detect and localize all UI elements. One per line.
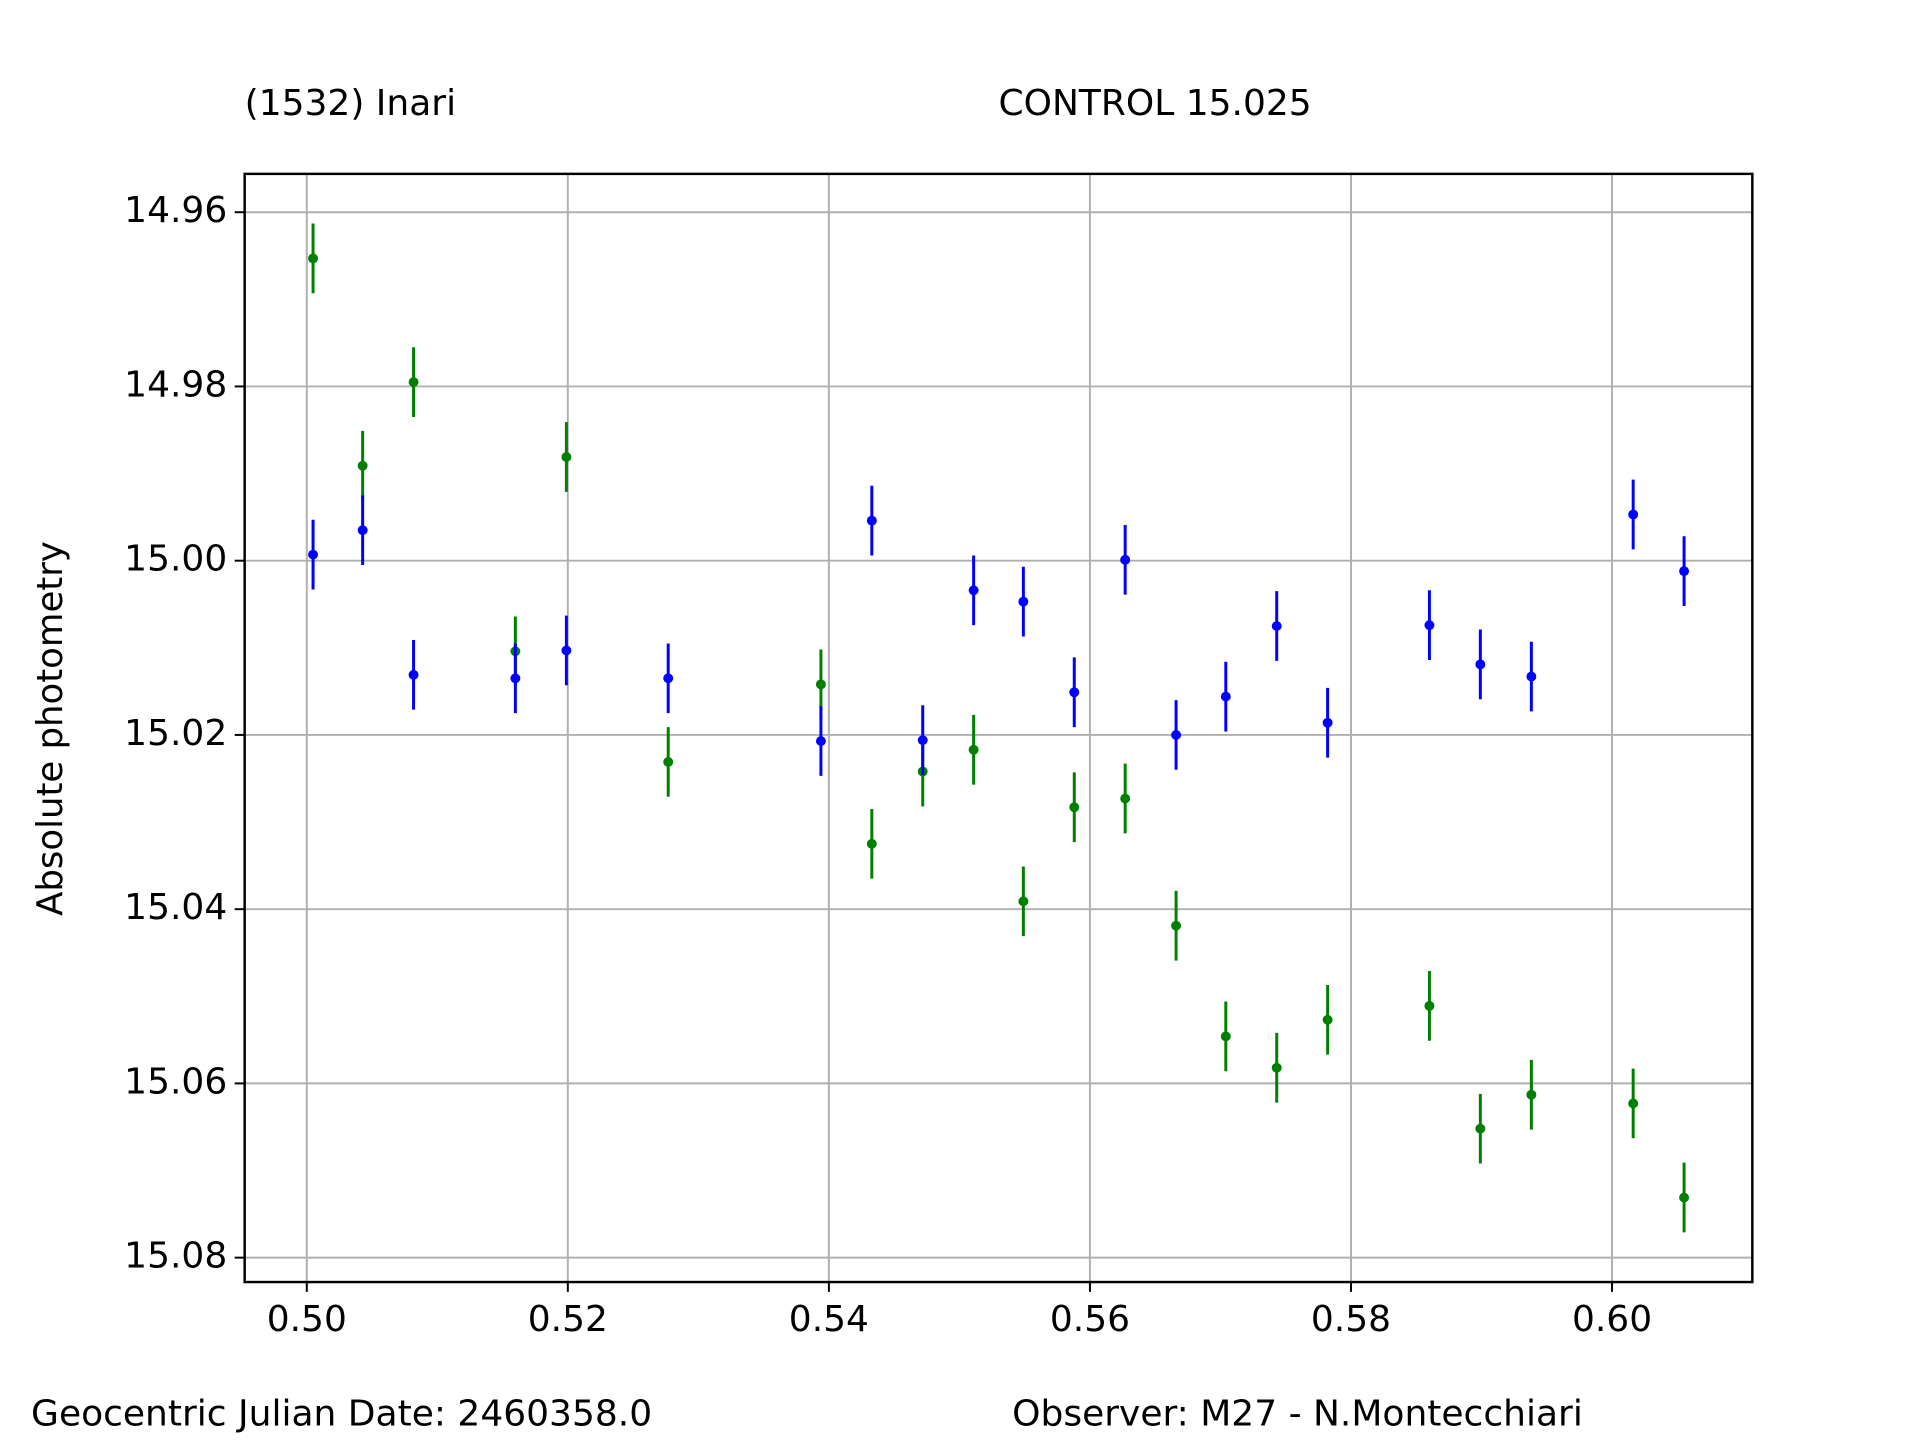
point (1271, 621, 1282, 631)
point (1322, 717, 1333, 728)
point (1069, 802, 1080, 813)
point (1526, 671, 1537, 682)
x-tick-label: 0.54 (789, 1299, 869, 1340)
x-tick-label: 0.52 (528, 1299, 608, 1340)
y-tick-label: 15.06 (124, 1062, 227, 1103)
x-tick-label: 0.56 (1050, 1299, 1130, 1340)
point (1171, 920, 1182, 931)
point (815, 679, 826, 690)
point (1475, 659, 1486, 670)
point (1171, 730, 1182, 740)
point (308, 253, 319, 264)
point (308, 549, 319, 560)
y-tick-label: 14.98 (124, 365, 227, 406)
point (1475, 1123, 1486, 1134)
point (408, 377, 419, 387)
point (1424, 1000, 1435, 1011)
y-tick-label: 15.08 (124, 1236, 227, 1277)
point (1120, 554, 1131, 565)
point (1679, 1192, 1690, 1203)
y-tick-label: 14.96 (124, 190, 227, 231)
point (1271, 1062, 1282, 1073)
point (1526, 1089, 1537, 1100)
y-tick-label: 15.00 (124, 539, 227, 580)
point (1120, 793, 1131, 804)
point (357, 525, 368, 536)
y-axis-label: Absolute photometry (30, 541, 71, 916)
y-tick-label: 15.02 (124, 713, 227, 754)
point (1424, 620, 1435, 631)
point (1628, 509, 1639, 520)
footer-left: Geocentric Julian Date: 2460358.0 (31, 1394, 652, 1435)
point (1018, 596, 1029, 607)
y-tick-label: 15.04 (124, 887, 227, 928)
point (917, 735, 928, 746)
point (1018, 896, 1029, 907)
point (1628, 1098, 1639, 1109)
point (663, 757, 674, 767)
x-tick-label: 0.50 (267, 1299, 347, 1340)
point (1220, 691, 1231, 702)
point (408, 669, 419, 680)
plot-frame (243, 172, 1754, 1284)
point (968, 585, 979, 596)
point (561, 452, 572, 462)
point (866, 515, 877, 526)
point (1679, 566, 1690, 577)
point (561, 645, 572, 656)
x-tick-label: 0.58 (1311, 1299, 1391, 1340)
legend-label: CONTROL 15.025 (998, 83, 1311, 124)
point (663, 673, 674, 684)
point (866, 838, 877, 849)
point (815, 736, 826, 746)
legend-label: (1532) Inari (245, 83, 456, 124)
point (1069, 687, 1080, 698)
point (357, 460, 368, 471)
point (1322, 1014, 1333, 1025)
point (968, 744, 979, 755)
x-tick-label: 0.60 (1572, 1299, 1652, 1340)
footer-right: Observer: M27 - N.Montecchiari (1012, 1394, 1583, 1435)
point (1220, 1031, 1231, 1042)
point (510, 673, 521, 684)
